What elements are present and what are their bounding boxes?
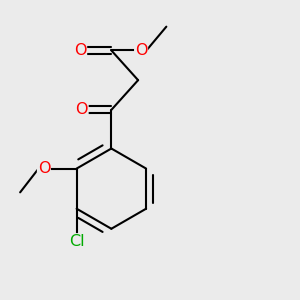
Text: O: O — [75, 102, 88, 117]
Text: Cl: Cl — [69, 234, 84, 249]
Text: O: O — [74, 43, 86, 58]
Text: O: O — [38, 161, 50, 176]
Text: O: O — [135, 43, 147, 58]
